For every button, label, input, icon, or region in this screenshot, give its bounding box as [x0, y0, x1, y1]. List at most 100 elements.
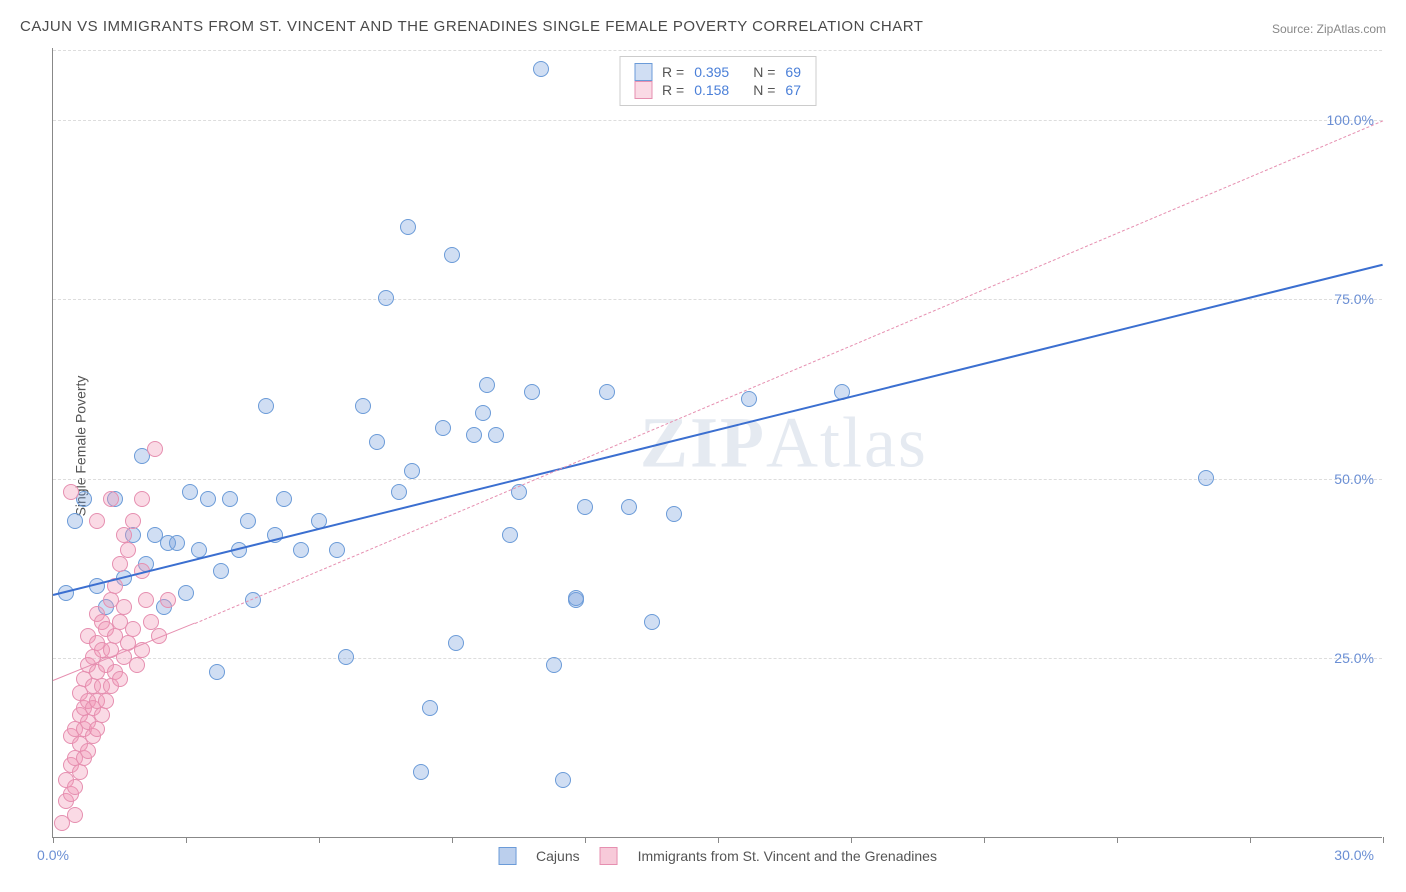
data-point [258, 398, 274, 414]
correlation-legend: R = 0.395 N = 69 R = 0.158 N = 67 [619, 56, 816, 106]
data-point [160, 592, 176, 608]
data-point [147, 441, 163, 457]
data-point [378, 290, 394, 306]
x-tick [851, 837, 852, 843]
x-tick [1117, 837, 1118, 843]
data-point [435, 420, 451, 436]
legend-label: Immigrants from St. Vincent and the Gren… [638, 848, 937, 864]
data-point [369, 434, 385, 450]
x-tick-label: 0.0% [37, 847, 69, 863]
legend-swatch [634, 81, 652, 99]
trend-line [195, 120, 1384, 624]
data-point [555, 772, 571, 788]
data-point [533, 61, 549, 77]
x-tick [1383, 837, 1384, 843]
n-label: N = [753, 64, 775, 80]
y-tick-label: 25.0% [1334, 650, 1374, 666]
data-point [169, 535, 185, 551]
n-value: 69 [785, 64, 801, 80]
data-point [448, 635, 464, 651]
data-point [444, 247, 460, 263]
data-point [182, 484, 198, 500]
r-value: 0.158 [694, 82, 729, 98]
r-label: R = [662, 64, 684, 80]
data-point [329, 542, 345, 558]
data-point [599, 384, 615, 400]
x-tick [585, 837, 586, 843]
x-tick-label: 30.0% [1334, 847, 1374, 863]
data-point [338, 649, 354, 665]
r-label: R = [662, 82, 684, 98]
source-label: Source: ZipAtlas.com [1272, 22, 1386, 36]
data-point [112, 671, 128, 687]
data-point [89, 721, 105, 737]
gridline [53, 50, 1382, 51]
x-tick [53, 837, 54, 843]
gridline [53, 120, 1382, 121]
gridline [53, 479, 1382, 480]
legend-label: Cajuns [536, 848, 580, 864]
data-point [466, 427, 482, 443]
data-point [293, 542, 309, 558]
legend-swatch [634, 63, 652, 81]
x-tick [452, 837, 453, 843]
data-point [63, 484, 79, 500]
data-point [98, 693, 114, 709]
gridline [53, 658, 1382, 659]
data-point [116, 527, 132, 543]
data-point [488, 427, 504, 443]
n-label: N = [753, 82, 775, 98]
data-point [502, 527, 518, 543]
y-tick-label: 50.0% [1334, 471, 1374, 487]
data-point [129, 657, 145, 673]
data-point [577, 499, 593, 515]
x-tick [718, 837, 719, 843]
data-point [644, 614, 660, 630]
x-tick [984, 837, 985, 843]
data-point [138, 592, 154, 608]
data-point [355, 398, 371, 414]
legend-row: R = 0.158 N = 67 [634, 81, 801, 99]
data-point [94, 707, 110, 723]
data-point [67, 513, 83, 529]
n-value: 67 [785, 82, 801, 98]
data-point [222, 491, 238, 507]
data-point [391, 484, 407, 500]
x-tick [1250, 837, 1251, 843]
chart-plot-area: ZIPAtlas R =0.395N =69R =0.158N =67 Caju… [52, 48, 1382, 838]
r-value: 0.395 [694, 64, 729, 80]
data-point [524, 384, 540, 400]
y-tick-label: 100.0% [1327, 112, 1374, 128]
data-point [112, 556, 128, 572]
series-legend: Cajuns Immigrants from St. Vincent and th… [498, 847, 937, 865]
data-point [103, 491, 119, 507]
data-point [125, 513, 141, 529]
data-point [422, 700, 438, 716]
data-point [125, 621, 141, 637]
trend-line [53, 263, 1383, 595]
data-point [546, 657, 562, 673]
data-point [209, 664, 225, 680]
data-point [568, 590, 584, 606]
data-point [475, 405, 491, 421]
data-point [120, 542, 136, 558]
chart-title: CAJUN VS IMMIGRANTS FROM ST. VINCENT AND… [20, 18, 923, 35]
legend-swatch [600, 847, 618, 865]
data-point [404, 463, 420, 479]
legend-swatch [498, 847, 516, 865]
data-point [116, 599, 132, 615]
data-point [213, 563, 229, 579]
data-point [89, 513, 105, 529]
data-point [67, 807, 83, 823]
data-point [72, 764, 88, 780]
gridline [53, 299, 1382, 300]
data-point [134, 491, 150, 507]
x-tick [186, 837, 187, 843]
data-point [276, 491, 292, 507]
data-point [200, 491, 216, 507]
data-point [400, 219, 416, 235]
data-point [1198, 470, 1214, 486]
legend-row: R = 0.395 N = 69 [634, 63, 801, 81]
x-tick [319, 837, 320, 843]
data-point [479, 377, 495, 393]
